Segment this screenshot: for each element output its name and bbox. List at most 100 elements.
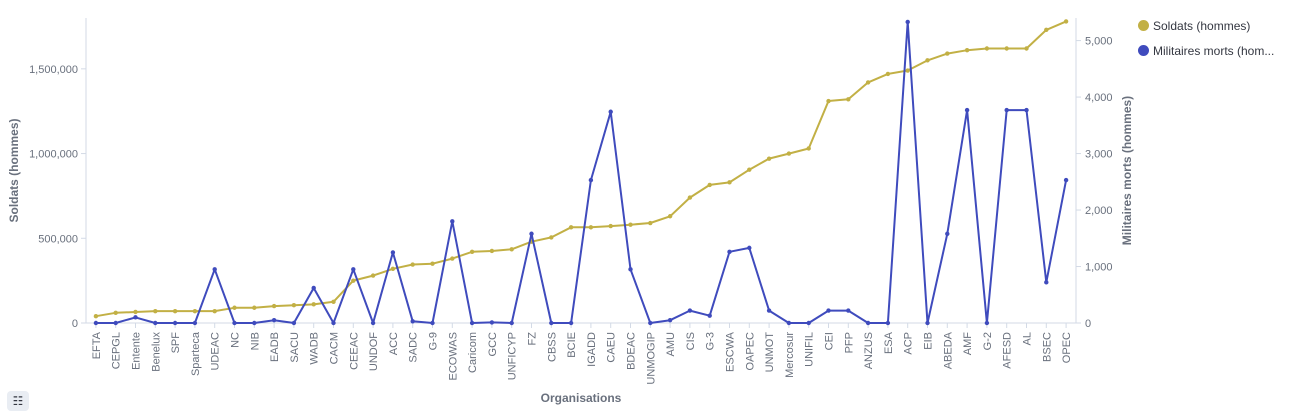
x-tick-label: ACP	[903, 332, 915, 355]
x-tick-label: CEEAC	[348, 332, 360, 370]
series-1-point	[351, 267, 356, 272]
series-0-point	[846, 97, 851, 102]
left-y-tick-label: 1,000,000	[29, 149, 78, 161]
legend-swatch-soldats	[1138, 20, 1149, 31]
series-0-point	[410, 262, 415, 267]
right-y-tick-label: 2,000	[1085, 205, 1113, 217]
series-1-point	[370, 320, 376, 326]
series-1-point	[271, 317, 277, 323]
series-0-point	[608, 223, 613, 229]
series-1-point	[252, 320, 257, 326]
series-0-point	[469, 249, 475, 255]
left-y-tick-label: 500,000	[38, 233, 78, 245]
legend-label-militaires-morts: Militaires morts (hom...	[1153, 43, 1275, 58]
series-1-point	[232, 320, 237, 326]
series-0-point	[984, 46, 990, 51]
left-y-tick-label: 1,500,000	[29, 64, 78, 76]
x-tick-label: FZ	[527, 332, 539, 346]
x-tick-label: ACC	[388, 332, 400, 355]
series-1-point	[291, 320, 297, 326]
series-0-point	[786, 151, 792, 156]
series-0-point	[1004, 46, 1009, 51]
series-1-point	[172, 320, 178, 326]
left-y-tick-label: 0	[72, 318, 78, 330]
legend-toggle-button[interactable]: ☷	[7, 391, 29, 411]
series-1-point	[964, 107, 970, 113]
series-0-point	[549, 235, 554, 240]
x-tick-label: AMU	[665, 332, 677, 357]
series-1-point	[93, 320, 99, 326]
series-0-point	[806, 146, 811, 151]
x-tick-label: EIB	[923, 332, 935, 350]
series-1-point	[469, 320, 475, 326]
x-tick-label: AFESD	[1002, 332, 1014, 369]
x-tick-label: G-9	[428, 332, 440, 350]
x-tick-label: AMF	[962, 332, 974, 356]
x-tick-label: UNDOF	[368, 332, 380, 371]
x-tick-label: AL	[1022, 332, 1034, 345]
series-1-point	[628, 267, 633, 272]
series-1-point	[430, 320, 435, 326]
series-0-point	[925, 58, 930, 63]
right-y-tick-label: 0	[1085, 318, 1091, 330]
series-0-point	[509, 247, 514, 252]
x-tick-label: ESA	[883, 331, 895, 354]
legend-swatch-militaires-morts	[1138, 45, 1149, 56]
series-0-point	[232, 305, 237, 310]
x-tick-label: G-3	[705, 332, 717, 350]
x-tick-label: CBSS	[546, 332, 558, 362]
right-y-tick-label: 3,000	[1085, 149, 1113, 161]
series-0-point	[648, 220, 653, 226]
x-tick-label: GCC	[487, 332, 499, 357]
series-0-point	[450, 256, 455, 261]
series-line-1	[95, 21, 1068, 324]
x-tick-label: EADB	[269, 332, 281, 362]
series-0-point	[489, 248, 495, 254]
series-1-point	[410, 319, 415, 324]
series-1-point	[153, 320, 158, 326]
series-1-point	[925, 320, 930, 326]
x-tick-label: UNIFIL	[804, 332, 816, 367]
series-line-0	[95, 20, 1067, 318]
series-0-point	[885, 71, 891, 77]
series-1-point	[727, 249, 732, 255]
series-0-point	[1024, 46, 1029, 51]
right-y-axis-title: Militaires morts (hommes)	[1120, 96, 1134, 245]
series-0-point	[370, 273, 376, 278]
series-0-point	[153, 308, 158, 314]
x-tick-label: SACU	[289, 332, 301, 363]
x-tick-label: PFP	[843, 332, 855, 353]
series-1-point	[984, 320, 990, 326]
series-1-point	[489, 320, 495, 325]
series-0-point	[727, 180, 732, 185]
legend-item-militaires-morts[interactable]: Militaires morts (hom...	[1138, 38, 1274, 63]
legend-item-soldats[interactable]: Soldats (hommes)	[1138, 13, 1274, 38]
x-axis-title: Organisations	[541, 391, 622, 405]
series-1-point	[1004, 107, 1009, 113]
x-tick-label: CIS	[685, 332, 697, 350]
x-tick-label: CEPGL	[111, 332, 123, 369]
x-tick-label: BSEC	[1041, 332, 1053, 362]
x-tick-label: Benelux	[150, 332, 162, 372]
x-tick-label: EFTA	[91, 331, 103, 359]
series-0-point	[291, 303, 297, 308]
series-1-point	[806, 320, 811, 326]
series-0-point	[172, 308, 178, 314]
series-0-point	[826, 98, 831, 104]
series-0-point	[93, 314, 99, 319]
series-0-point	[687, 195, 693, 200]
series-1-point	[1063, 177, 1069, 183]
x-tick-label: Caricom	[467, 332, 479, 373]
series-1-point	[529, 231, 534, 236]
series-1-point	[568, 320, 574, 326]
x-tick-label: UNMOGIP	[645, 332, 657, 385]
series-1-point	[113, 320, 118, 326]
series-1-point	[549, 320, 554, 326]
legend: Soldats (hommes) Militaires morts (hom..…	[1138, 13, 1274, 63]
series-0-point	[766, 156, 772, 161]
series-1-point	[192, 320, 198, 326]
series-1-point	[331, 320, 336, 326]
series-1-point	[450, 219, 455, 224]
series-0-point	[311, 302, 316, 307]
right-y-tick-label: 5,000	[1085, 36, 1113, 48]
